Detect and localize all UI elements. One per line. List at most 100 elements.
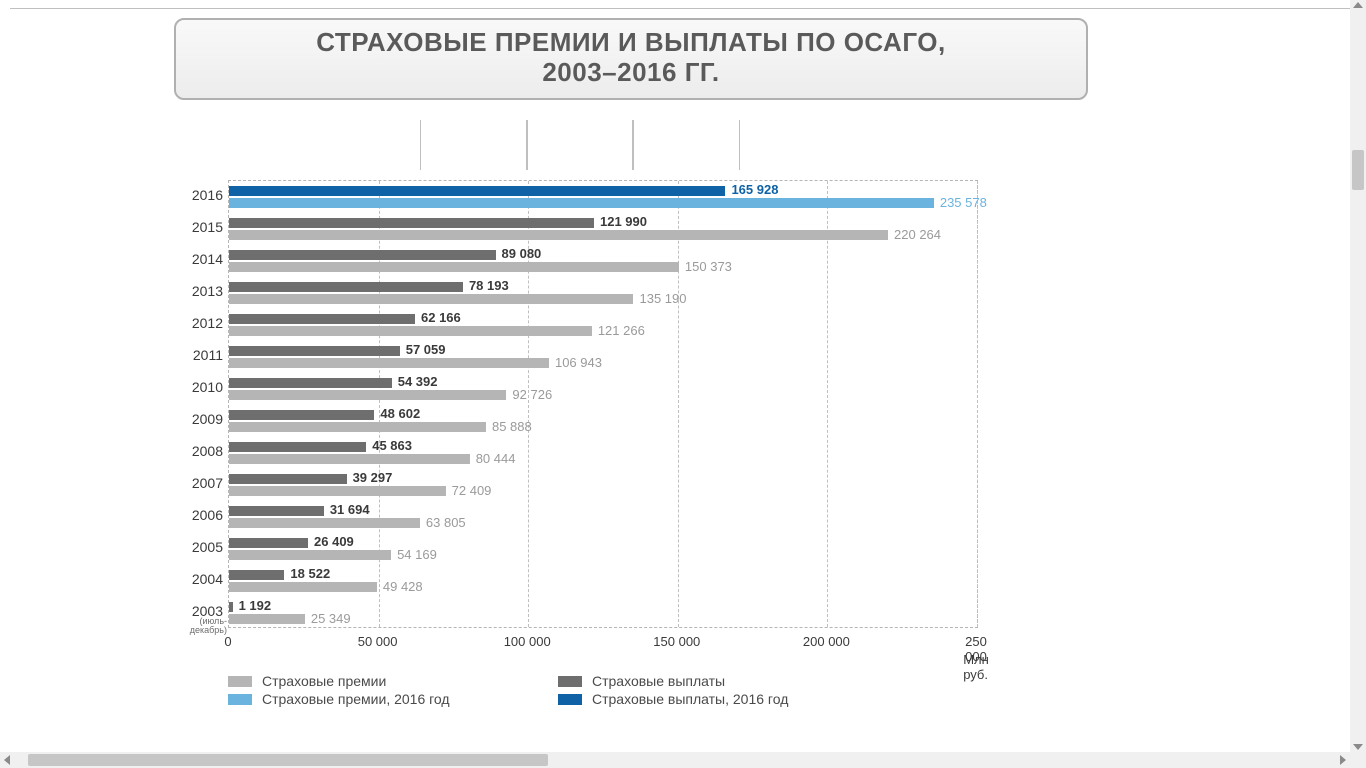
vertical-scroll-thumb[interactable] xyxy=(1352,150,1364,190)
premium-bar xyxy=(229,486,446,496)
chart-frame: 165 928235 5782016121 990220 264201589 0… xyxy=(170,170,1092,706)
bar-row: 165 928235 5782016 xyxy=(229,181,977,213)
premium-bar xyxy=(229,262,679,272)
payout-bar xyxy=(229,410,374,420)
payout-value-label: 121 990 xyxy=(600,214,647,229)
premium-bar xyxy=(229,518,420,528)
x-tick-label: 50 000 xyxy=(358,634,398,649)
premium-value-label: 92 726 xyxy=(512,387,552,402)
x-tick-label: 200 000 xyxy=(803,634,850,649)
bar-row: 54 39292 7262010 xyxy=(229,373,977,405)
payout-value-label: 54 392 xyxy=(398,374,438,389)
bar-row: 39 29772 4092007 xyxy=(229,469,977,501)
title-connector xyxy=(526,120,634,170)
title-box: СТРАХОВЫЕ ПРЕМИИ И ВЫПЛАТЫ ПО ОСАГО,2003… xyxy=(174,18,1088,100)
scroll-down-icon[interactable] xyxy=(1353,744,1363,750)
legend-label: Страховые премии xyxy=(262,673,386,689)
payout-value-label: 1 192 xyxy=(239,598,272,613)
vertical-scrollbar[interactable] xyxy=(1350,0,1366,752)
premium-bar xyxy=(229,422,486,432)
bar-row: 45 86380 4442008 xyxy=(229,437,977,469)
year-label: 2015 xyxy=(171,219,223,235)
premium-value-label: 80 444 xyxy=(476,451,516,466)
payout-value-label: 45 863 xyxy=(372,438,412,453)
bar-row: 48 60285 8882009 xyxy=(229,405,977,437)
payout-value-label: 18 522 xyxy=(290,566,330,581)
bar-row: 18 52249 4282004 xyxy=(229,565,977,597)
horizontal-scrollbar[interactable] xyxy=(0,752,1350,768)
premium-bar xyxy=(229,550,391,560)
year-label: 2006 xyxy=(171,507,223,523)
year-label: 2007 xyxy=(171,475,223,491)
premium-bar xyxy=(229,390,506,400)
payout-value-label: 39 297 xyxy=(353,470,393,485)
year-label: 2008 xyxy=(171,443,223,459)
premium-value-label: 150 373 xyxy=(685,259,732,274)
payout-bar xyxy=(229,346,400,356)
legend-row: Страховые премии Страховые выплаты xyxy=(228,672,988,690)
x-tick-label: 150 000 xyxy=(653,634,700,649)
page: СТРАХОВЫЕ ПРЕМИИ И ВЫПЛАТЫ ПО ОСАГО,2003… xyxy=(0,0,1366,768)
premium-value-label: 235 578 xyxy=(940,195,987,210)
bar-row: 121 990220 2642015 xyxy=(229,213,977,245)
premium-bar xyxy=(229,614,305,624)
payout-bar xyxy=(229,282,463,292)
legend-swatch xyxy=(228,676,252,687)
payout-value-label: 31 694 xyxy=(330,502,370,517)
payout-bar xyxy=(229,186,725,196)
payout-bar xyxy=(229,538,308,548)
top-divider xyxy=(10,8,1356,9)
scroll-right-icon[interactable] xyxy=(1340,755,1346,765)
payout-bar xyxy=(229,218,594,228)
premium-bar xyxy=(229,326,592,336)
x-axis: 050 000100 000150 000200 000250 000Млн р… xyxy=(228,634,978,664)
premium-bar xyxy=(229,198,934,208)
year-label: 2012 xyxy=(171,315,223,331)
payout-value-label: 57 059 xyxy=(406,342,446,357)
legend-label: Страховые выплаты xyxy=(592,673,725,689)
year-label: 2016 xyxy=(171,187,223,203)
legend-label: Страховые премии, 2016 год xyxy=(262,691,450,707)
payout-bar xyxy=(229,250,496,260)
premium-bar xyxy=(229,358,549,368)
bar-row: 57 059106 9432011 xyxy=(229,341,977,373)
title-connector xyxy=(420,120,528,170)
legend-item: Страховые премии, 2016 год xyxy=(228,691,558,707)
payout-value-label: 89 080 xyxy=(502,246,542,261)
year-sublabel: (июль-декабрь) xyxy=(167,617,227,635)
payout-bar xyxy=(229,570,284,580)
premium-value-label: 121 266 xyxy=(598,323,645,338)
title-connector xyxy=(632,120,740,170)
scroll-up-icon[interactable] xyxy=(1353,2,1363,8)
premium-value-label: 25 349 xyxy=(311,611,351,626)
premium-bar xyxy=(229,454,470,464)
premium-value-label: 54 169 xyxy=(397,547,437,562)
year-label: 2005 xyxy=(171,539,223,555)
legend-swatch xyxy=(558,676,582,687)
bar-row: 62 166121 2662012 xyxy=(229,309,977,341)
payout-value-label: 78 193 xyxy=(469,278,509,293)
scroll-left-icon[interactable] xyxy=(4,755,10,765)
payout-bar xyxy=(229,442,366,452)
premium-value-label: 220 264 xyxy=(894,227,941,242)
legend-label: Страховые выплаты, 2016 год xyxy=(592,691,788,707)
legend-swatch xyxy=(558,694,582,705)
payout-bar xyxy=(229,602,233,612)
bar-row: 89 080150 3732014 xyxy=(229,245,977,277)
payout-value-label: 165 928 xyxy=(731,182,778,197)
year-label: 2014 xyxy=(171,251,223,267)
payout-bar xyxy=(229,506,324,516)
grid-line xyxy=(977,181,978,627)
legend-swatch xyxy=(228,694,252,705)
premium-bar xyxy=(229,230,888,240)
year-label: 2013 xyxy=(171,283,223,299)
x-tick-label: 0 xyxy=(224,634,231,649)
payout-value-label: 62 166 xyxy=(421,310,461,325)
plot-area: 165 928235 5782016121 990220 264201589 0… xyxy=(228,180,978,628)
premium-value-label: 49 428 xyxy=(383,579,423,594)
bar-row: 1 19225 3492003(июль-декабрь) xyxy=(229,597,977,629)
premium-value-label: 63 805 xyxy=(426,515,466,530)
premium-bar xyxy=(229,294,633,304)
horizontal-scroll-thumb[interactable] xyxy=(28,754,548,766)
year-label: 2011 xyxy=(171,347,223,363)
